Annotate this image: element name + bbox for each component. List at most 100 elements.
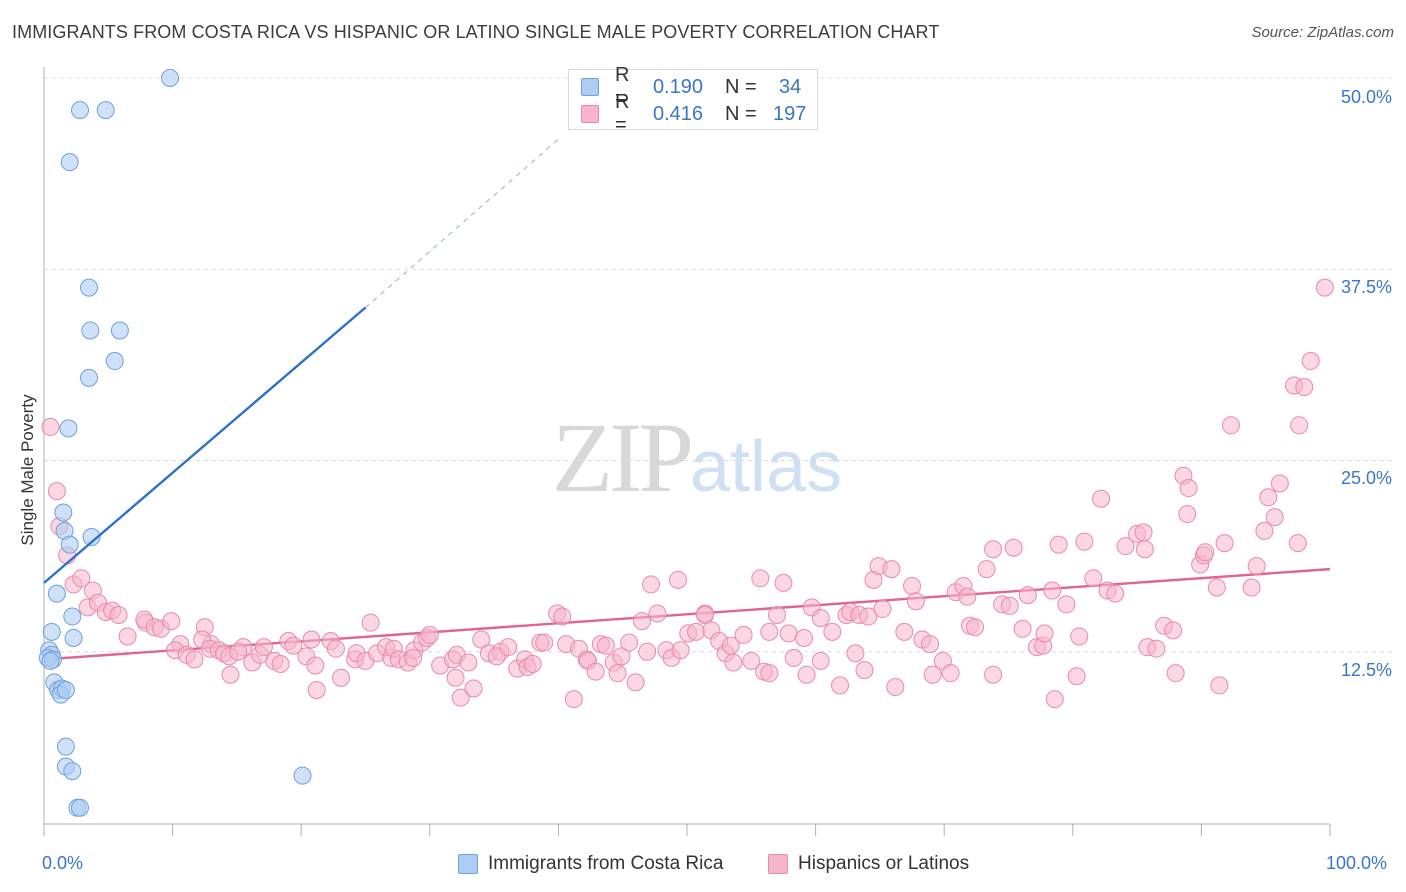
data-point-hispanics bbox=[596, 636, 615, 655]
data-point-hispanics bbox=[648, 604, 667, 623]
data-point-hispanics bbox=[1116, 537, 1135, 556]
data-point-hispanics bbox=[882, 560, 901, 579]
data-point-hispanics bbox=[831, 676, 850, 695]
data-point-hispanics bbox=[923, 665, 942, 684]
data-point-costa-rica bbox=[56, 681, 75, 699]
legend-item-hispanics[interactable]: Hispanics or Latinos bbox=[768, 851, 969, 877]
data-point-hispanics bbox=[404, 648, 423, 667]
data-point-hispanics bbox=[1255, 521, 1274, 540]
data-point-hispanics bbox=[1247, 557, 1266, 576]
data-point-hispanics bbox=[1106, 584, 1125, 603]
hispanics-swatch bbox=[581, 105, 599, 123]
data-point-hispanics bbox=[921, 635, 940, 654]
n-value: 34 bbox=[779, 75, 802, 98]
data-point-hispanics bbox=[1215, 534, 1234, 553]
legend-swatch-blue bbox=[458, 854, 478, 874]
data-point-hispanics bbox=[966, 618, 985, 637]
data-point-hispanics bbox=[271, 654, 290, 673]
data-point-hispanics bbox=[306, 656, 325, 675]
data-point-hispanics bbox=[811, 609, 830, 628]
data-point-costa-rica bbox=[82, 528, 101, 546]
data-point-hispanics bbox=[1000, 596, 1019, 615]
data-point-costa-rica bbox=[80, 368, 99, 387]
data-point-hispanics bbox=[1164, 621, 1183, 640]
data-point-hispanics bbox=[1166, 664, 1185, 683]
trend-extension-costa-rica bbox=[365, 138, 559, 308]
n-value: 197 bbox=[773, 102, 807, 125]
r-value: 0.416 bbox=[653, 102, 704, 125]
data-point-costa-rica bbox=[71, 101, 90, 120]
data-point-costa-rica bbox=[64, 628, 83, 647]
data-point-hispanics bbox=[1315, 278, 1334, 297]
data-point-hispanics bbox=[1043, 581, 1062, 600]
n-label: N = bbox=[725, 75, 757, 98]
legend-item-costa-rica[interactable]: Immigrants from Costa Rica bbox=[458, 851, 723, 877]
data-point-hispanics bbox=[760, 622, 779, 641]
data-point-hispanics bbox=[641, 575, 660, 594]
data-point-hispanics bbox=[687, 622, 706, 641]
data-point-costa-rica bbox=[54, 503, 73, 522]
data-point-hispanics bbox=[464, 679, 483, 698]
data-point-costa-rica bbox=[60, 153, 79, 172]
data-point-hispanics bbox=[671, 641, 690, 660]
y-tick-25: 25.0% bbox=[1340, 468, 1392, 488]
data-point-hispanics bbox=[1178, 505, 1197, 524]
r-value: 0.190 bbox=[653, 75, 704, 98]
legend-label: Immigrants from Costa Rica bbox=[488, 853, 724, 874]
stats-row-costa-rica: R = 0.190 N = 34 bbox=[581, 64, 802, 109]
data-point-hispanics bbox=[742, 651, 761, 670]
data-point-hispanics bbox=[1070, 627, 1089, 646]
data-point-hispanics bbox=[784, 648, 803, 667]
series-hispanics bbox=[41, 278, 1334, 709]
data-point-hispanics bbox=[608, 664, 627, 683]
data-point-hispanics bbox=[734, 625, 753, 644]
data-point-costa-rica bbox=[56, 737, 75, 756]
data-point-costa-rica bbox=[96, 101, 115, 120]
data-point-hispanics bbox=[254, 638, 273, 657]
data-point-costa-rica bbox=[63, 607, 82, 626]
data-point-hispanics bbox=[109, 606, 128, 625]
data-point-hispanics bbox=[1013, 619, 1032, 638]
r-label: R = bbox=[615, 64, 630, 109]
data-point-hispanics bbox=[1134, 523, 1153, 542]
data-point-hispanics bbox=[451, 688, 470, 707]
data-point-hispanics bbox=[523, 654, 542, 673]
data-point-costa-rica bbox=[293, 766, 312, 785]
data-point-hispanics bbox=[774, 573, 793, 592]
data-point-hispanics bbox=[553, 607, 572, 626]
data-point-hispanics bbox=[459, 653, 478, 672]
data-point-hispanics bbox=[823, 622, 842, 641]
data-point-hispanics bbox=[1288, 534, 1307, 553]
data-point-costa-rica bbox=[60, 535, 79, 554]
axes bbox=[43, 67, 1331, 836]
data-point-hispanics bbox=[1135, 540, 1154, 559]
data-point-hispanics bbox=[1045, 690, 1064, 709]
data-point-hispanics bbox=[855, 661, 874, 680]
data-point-hispanics bbox=[229, 642, 248, 661]
data-point-hispanics bbox=[1092, 489, 1111, 508]
data-point-hispanics bbox=[162, 612, 181, 631]
data-point-hispanics bbox=[361, 613, 380, 632]
legend-label: Hispanics or Latinos bbox=[798, 853, 970, 874]
data-point-hispanics bbox=[696, 606, 715, 625]
y-tick-50: 50.0% bbox=[1340, 87, 1392, 107]
data-point-hispanics bbox=[499, 638, 518, 657]
data-point-hispanics bbox=[446, 668, 465, 687]
correlation-stats-box: R = 0.190 N = 34 R = 0.416 N = 197 bbox=[568, 64, 818, 136]
data-point-hispanics bbox=[638, 642, 657, 661]
data-point-hispanics bbox=[873, 599, 892, 618]
data-point-costa-rica bbox=[110, 321, 129, 340]
data-point-hispanics bbox=[1067, 667, 1086, 686]
data-point-hispanics bbox=[768, 606, 787, 625]
data-point-hispanics bbox=[221, 665, 240, 684]
data-point-hispanics bbox=[1057, 595, 1076, 614]
data-point-hispanics bbox=[307, 681, 326, 699]
data-point-hispanics bbox=[724, 653, 743, 672]
costa-rica-swatch bbox=[581, 78, 599, 96]
data-point-hispanics bbox=[472, 630, 491, 649]
r-label: R = bbox=[615, 91, 630, 136]
stats-row-hispanics: R = 0.416 N = 197 bbox=[581, 91, 807, 136]
data-point-hispanics bbox=[1018, 586, 1037, 605]
data-point-hispanics bbox=[564, 690, 583, 709]
data-point-hispanics bbox=[420, 625, 439, 644]
